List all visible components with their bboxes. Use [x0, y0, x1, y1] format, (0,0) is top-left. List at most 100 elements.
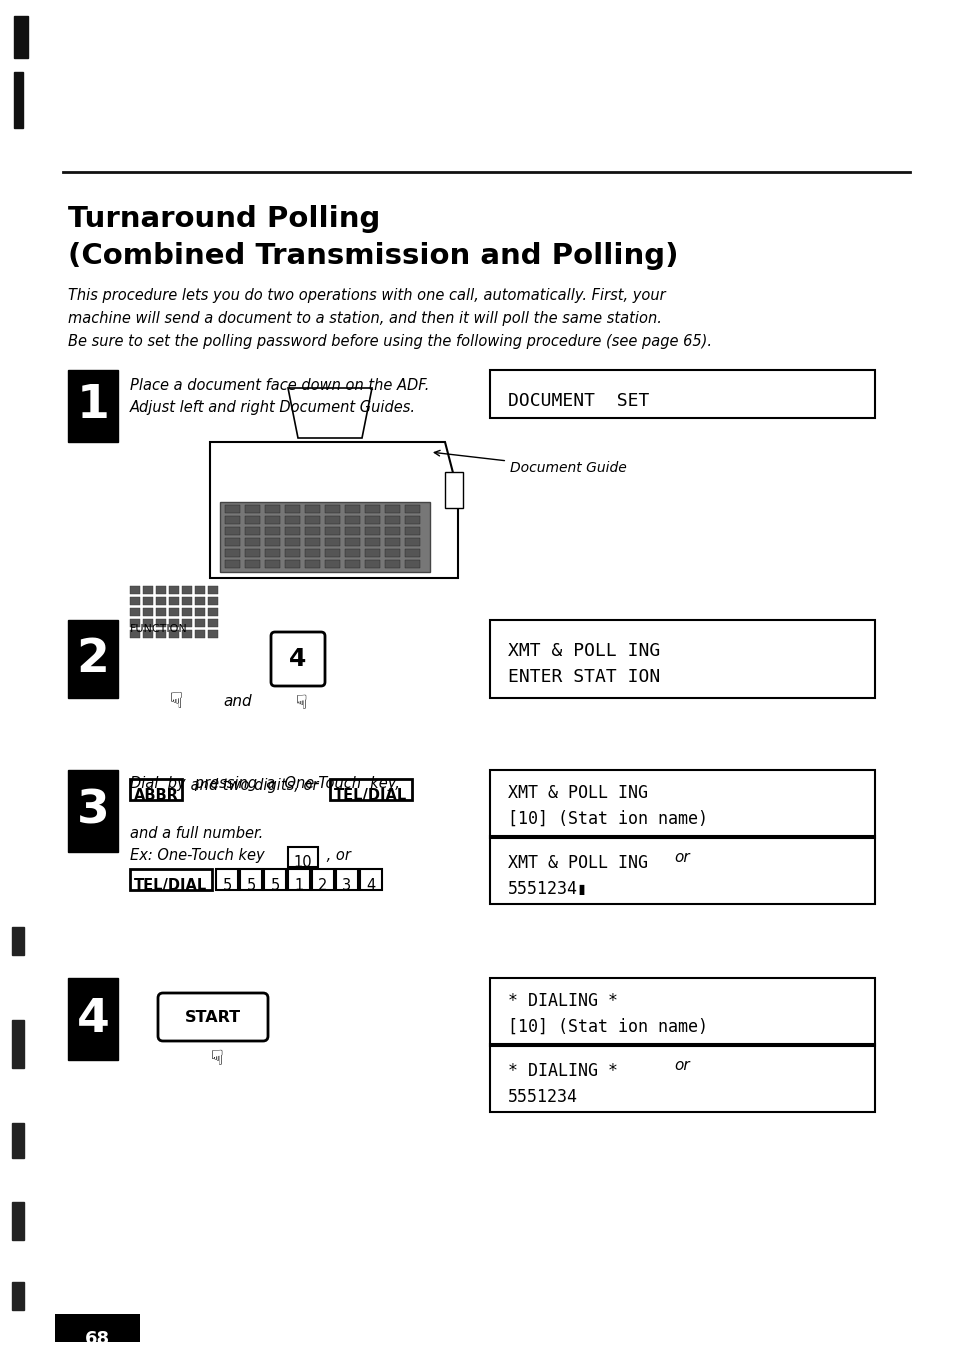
- Text: This procedure lets you do two operations with one call, automatically. First, y: This procedure lets you do two operation…: [68, 288, 665, 303]
- Text: Document Guide: Document Guide: [434, 451, 626, 475]
- Text: , or: , or: [322, 848, 351, 863]
- Text: Ex: One-Touch key: Ex: One-Touch key: [130, 848, 269, 863]
- Bar: [285, 560, 299, 568]
- Bar: [143, 619, 152, 627]
- Text: ☞: ☞: [162, 690, 182, 709]
- Bar: [305, 538, 319, 546]
- Bar: [490, 1044, 874, 1112]
- Text: and: and: [223, 695, 252, 709]
- Bar: [285, 538, 299, 546]
- Bar: [182, 586, 192, 594]
- Text: or: or: [674, 1058, 690, 1073]
- Bar: [14, 71, 23, 128]
- Text: [10] (Stat ion name): [10] (Stat ion name): [507, 810, 707, 828]
- Bar: [385, 528, 399, 534]
- Bar: [285, 516, 299, 524]
- Text: 3: 3: [342, 878, 352, 892]
- Bar: [130, 598, 140, 604]
- Bar: [182, 598, 192, 604]
- Text: 4: 4: [76, 996, 110, 1042]
- Bar: [345, 549, 359, 557]
- Bar: [225, 528, 240, 534]
- Bar: [225, 549, 240, 557]
- Text: ☞: ☞: [288, 693, 307, 711]
- Bar: [285, 549, 299, 557]
- Polygon shape: [288, 388, 372, 437]
- Bar: [405, 560, 419, 568]
- Bar: [385, 505, 399, 513]
- Bar: [288, 847, 317, 867]
- Bar: [325, 560, 339, 568]
- Text: XMT & POLL ING: XMT & POLL ING: [507, 783, 647, 802]
- Bar: [220, 502, 430, 572]
- Bar: [490, 770, 874, 839]
- Bar: [305, 516, 319, 524]
- Text: XMT & POLL ING: XMT & POLL ING: [507, 642, 659, 660]
- Bar: [208, 619, 218, 627]
- Bar: [156, 598, 166, 604]
- Bar: [156, 608, 166, 616]
- Bar: [245, 549, 260, 557]
- Bar: [490, 621, 874, 699]
- Bar: [130, 619, 140, 627]
- Text: (Combined Transmission and Polling): (Combined Transmission and Polling): [68, 242, 678, 271]
- Bar: [169, 586, 179, 594]
- Bar: [194, 619, 205, 627]
- Text: ☞: ☞: [203, 1049, 223, 1067]
- Text: XMT & POLL ING: XMT & POLL ING: [507, 853, 647, 872]
- Bar: [345, 560, 359, 568]
- Bar: [365, 516, 379, 524]
- Text: Dial  by  pressing  a  One-Touch  key,: Dial by pressing a One-Touch key,: [130, 777, 399, 791]
- Text: 5: 5: [270, 878, 279, 892]
- Bar: [345, 505, 359, 513]
- Bar: [68, 621, 118, 699]
- Text: ABBR: ABBR: [133, 787, 178, 804]
- Bar: [325, 538, 339, 546]
- FancyBboxPatch shape: [158, 993, 268, 1040]
- Text: TEL/DIAL: TEL/DIAL: [134, 878, 208, 892]
- Text: 10: 10: [294, 855, 312, 870]
- Bar: [264, 870, 286, 890]
- Bar: [225, 538, 240, 546]
- Bar: [182, 619, 192, 627]
- Bar: [194, 598, 205, 604]
- Text: * DIALING *: * DIALING *: [507, 1062, 618, 1079]
- Bar: [156, 619, 166, 627]
- Bar: [12, 1202, 24, 1240]
- Bar: [130, 586, 140, 594]
- Bar: [12, 1123, 24, 1158]
- Bar: [288, 870, 310, 890]
- Bar: [182, 608, 192, 616]
- Text: Adjust left and right Document Guides.: Adjust left and right Document Guides.: [130, 400, 416, 415]
- Bar: [245, 516, 260, 524]
- Bar: [143, 608, 152, 616]
- Text: 68: 68: [85, 1330, 110, 1346]
- Bar: [405, 528, 419, 534]
- Bar: [68, 979, 118, 1061]
- Bar: [208, 598, 218, 604]
- Bar: [12, 927, 24, 956]
- Bar: [130, 779, 182, 800]
- Bar: [405, 516, 419, 524]
- Bar: [305, 549, 319, 557]
- Bar: [194, 608, 205, 616]
- Text: ENTER STAT ION: ENTER STAT ION: [507, 668, 659, 686]
- Bar: [194, 586, 205, 594]
- Bar: [305, 505, 319, 513]
- Bar: [385, 549, 399, 557]
- Bar: [265, 516, 280, 524]
- Bar: [490, 979, 874, 1046]
- Text: and two digits, or: and two digits, or: [186, 778, 323, 793]
- Bar: [325, 528, 339, 534]
- Bar: [490, 370, 874, 419]
- Bar: [312, 870, 334, 890]
- Text: 5: 5: [222, 878, 232, 892]
- Bar: [345, 516, 359, 524]
- Bar: [156, 630, 166, 638]
- Bar: [305, 560, 319, 568]
- Text: 5551234: 5551234: [507, 1088, 578, 1106]
- Bar: [490, 836, 874, 905]
- Bar: [143, 598, 152, 604]
- Bar: [359, 870, 381, 890]
- Bar: [405, 505, 419, 513]
